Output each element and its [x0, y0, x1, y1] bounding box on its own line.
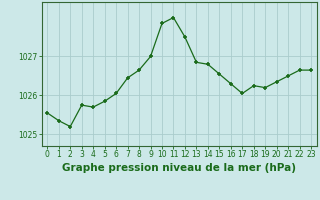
X-axis label: Graphe pression niveau de la mer (hPa): Graphe pression niveau de la mer (hPa) — [62, 163, 296, 173]
